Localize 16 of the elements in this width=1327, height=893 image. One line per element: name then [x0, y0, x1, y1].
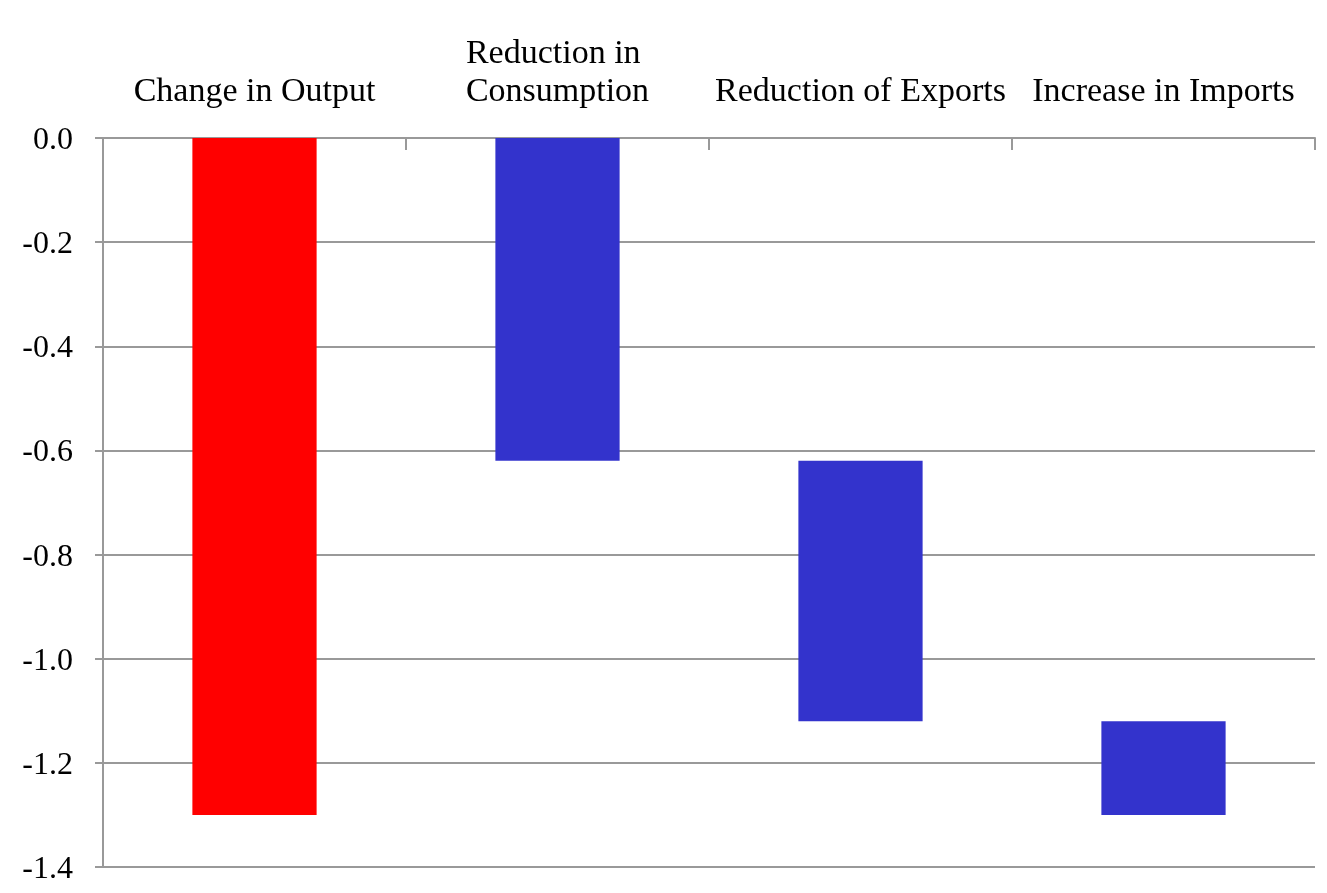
y-tick-label: -1.0 [22, 640, 73, 677]
bar [192, 138, 317, 815]
y-tick-label: -0.2 [22, 224, 73, 261]
y-tick-label: -0.8 [22, 536, 73, 573]
y-tick-label: -0.6 [22, 432, 73, 469]
y-tick-label: -0.4 [22, 328, 73, 365]
x-tick-label: Reduction of Exports [715, 70, 1006, 108]
bar [798, 460, 923, 722]
y-tick-label: 0.0 [33, 120, 73, 156]
x-tick-label: Increase in Imports [1032, 70, 1295, 108]
x-tick-label: Reduction in Consumption [465, 32, 650, 108]
y-tick-label: -1.2 [22, 744, 73, 781]
bar [1101, 721, 1226, 815]
y-tick-label: -1.4 [22, 849, 73, 885]
bar [495, 138, 620, 461]
x-tick-label: Change in Output [133, 70, 376, 108]
